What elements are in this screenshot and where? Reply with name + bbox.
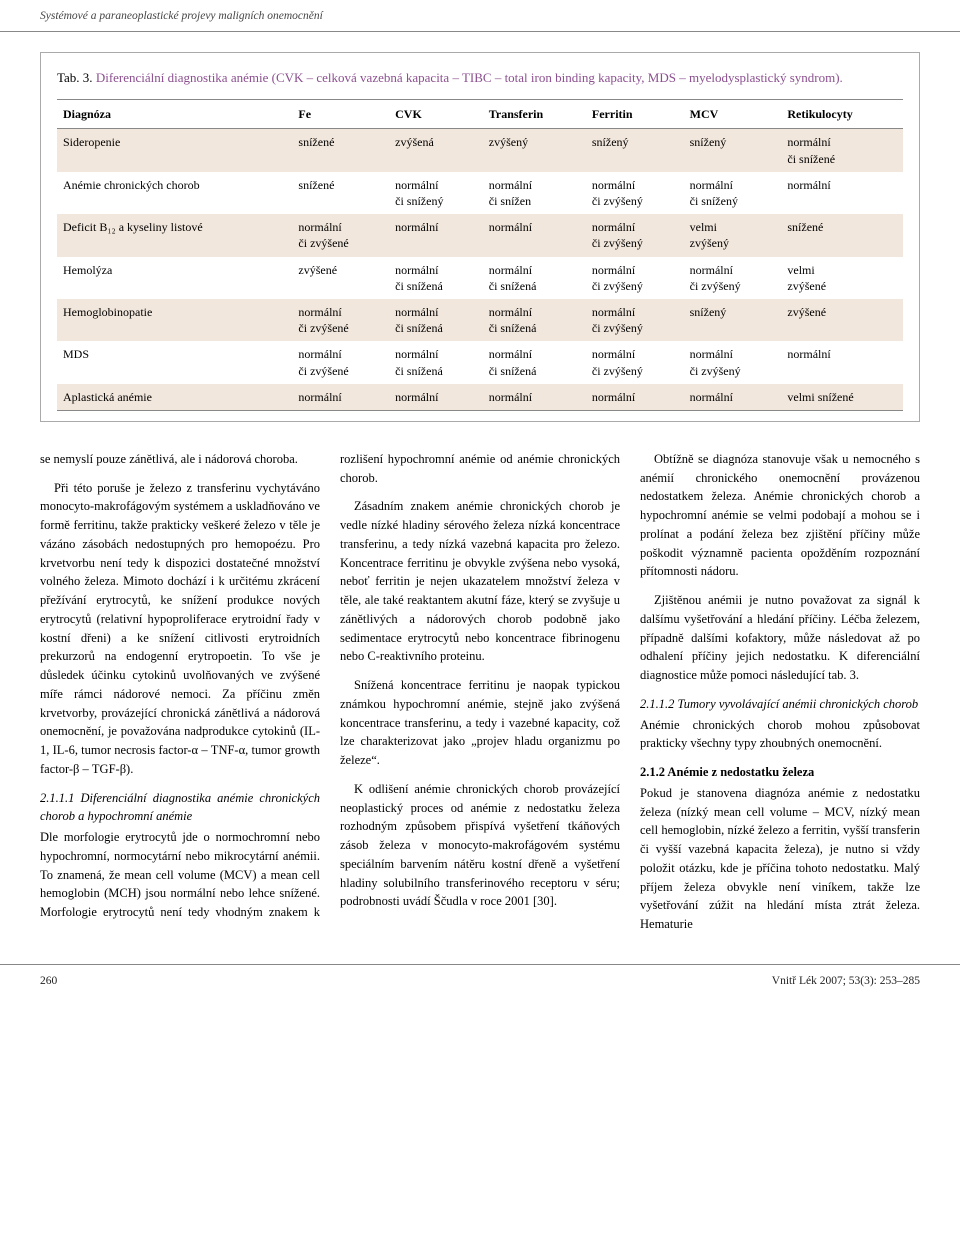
table-cell: MDS [57,341,292,383]
subheading: 2.1.1.1 Diferenciální diagnostika anémie… [40,789,320,827]
table-cell: normálníči snížená [483,299,586,341]
table-cell: normální [781,341,903,383]
table-cell: normální [586,384,684,411]
body-text: Zjištěnou anémii je nutno považovat za s… [640,591,920,685]
table-cell: zvýšené [781,299,903,341]
table-header-cell: CVK [389,100,483,129]
subheading: 2.1.1.2 Tumory vyvolávající anémii chron… [640,695,920,714]
table-cell: zvýšený [483,129,586,172]
table-cell: normálníči snížená [389,299,483,341]
table-header-cell: Ferritin [586,100,684,129]
table-cell: normální [781,172,903,214]
table-cell: normálníči zvýšený [586,257,684,299]
table-cell: normální [389,384,483,411]
table-header-cell: Fe [292,100,389,129]
caption-prefix: Tab. 3. [57,70,96,85]
table-cell: snížený [586,129,684,172]
table-header-cell: Retikulocyty [781,100,903,129]
page-footer: 260 Vnitř Lék 2007; 53(3): 253–285 [0,964,960,998]
table-row: Sideropeniesníženézvýšenázvýšenýsníženýs… [57,129,903,172]
diagnostic-table: DiagnózaFeCVKTransferinFerritinMCVRetiku… [57,99,903,410]
table-cell: normálníči snížené [781,129,903,172]
table-row: Aplastická anémienormálnínormálnínormáln… [57,384,903,411]
table-cell: normální [483,214,586,256]
table-cell: normální [483,384,586,411]
table-cell: normálníči zvýšený [586,299,684,341]
table-cell: snížené [292,129,389,172]
page-number: 260 [40,973,57,990]
table-cell: normálníči snížen [483,172,586,214]
table-row: Anémie chronických chorobsníženénormální… [57,172,903,214]
table-cell: snížené [292,172,389,214]
heading: 2.1.2 Anémie z nedostatku železa [640,763,920,782]
table-cell: normálníči zvýšený [586,172,684,214]
table-cell: snížené [781,214,903,256]
table-header-cell: Transferin [483,100,586,129]
table-cell: snížený [684,299,782,341]
body-text: Obtížně se diagnóza stanovuje však u nem… [640,450,920,581]
table-cell: zvýšené [292,257,389,299]
table-cell: normálníči snížený [389,172,483,214]
body-text: se nemyslí pouze zánětlivá, ale i nádoro… [40,450,320,469]
table-cell: Anémie chronických chorob [57,172,292,214]
table-row: Hemoglobinopatienormálníči zvýšenénormál… [57,299,903,341]
table-cell: Deficit B₁₂ a kyseliny listové [57,214,292,256]
table-body: Sideropeniesníženézvýšenázvýšenýsníženýs… [57,129,903,410]
table-caption: Tab. 3. Diferenciální diagnostika anémie… [57,69,903,87]
table-header-cell: MCV [684,100,782,129]
table-cell: normálníči snížená [389,257,483,299]
table-cell: normálníči zvýšené [292,299,389,341]
table-header-row: DiagnózaFeCVKTransferinFerritinMCVRetiku… [57,100,903,129]
table-cell: normální [292,384,389,411]
table-row: Hemolýzazvýšenénormálníči sníženánormáln… [57,257,903,299]
running-header: Systémové a paraneoplastické projevy mal… [0,0,960,32]
table-cell: normální [684,384,782,411]
body-text: Snížená koncentrace ferritinu je naopak … [340,676,620,770]
table-cell: normálníči zvýšené [292,214,389,256]
journal-citation: Vnitř Lék 2007; 53(3): 253–285 [772,973,920,990]
table-cell: normálníči snížený [684,172,782,214]
table-cell: Aplastická anémie [57,384,292,411]
table-cell: normálníči snížená [483,257,586,299]
body-columns: se nemyslí pouze zánětlivá, ale i nádoro… [40,450,920,934]
table-cell: velmizvýšený [684,214,782,256]
table-cell: zvýšená [389,129,483,172]
table-cell: normální [389,214,483,256]
body-text: Zásadním znakem anémie chronických choro… [340,497,620,666]
table-cell: normálníči zvýšený [586,341,684,383]
running-title: Systémové a paraneoplastické projevy mal… [40,10,323,22]
table-header-cell: Diagnóza [57,100,292,129]
page-content: Tab. 3. Diferenciální diagnostika anémie… [0,32,960,964]
table-cell: normálníči zvýšený [586,214,684,256]
body-text: Pokud je stanovena diagnóza anémie z ned… [640,784,920,934]
table-cell: velmizvýšené [781,257,903,299]
table-cell: Hemoglobinopatie [57,299,292,341]
table-cell: normálníči zvýšené [292,341,389,383]
table-3-box: Tab. 3. Diferenciální diagnostika anémie… [40,52,920,422]
table-cell: normálníči zvýšený [684,341,782,383]
table-cell: normálníči snížená [483,341,586,383]
table-cell: snížený [684,129,782,172]
table-cell: Sideropenie [57,129,292,172]
table-cell: normálníči snížená [389,341,483,383]
body-text: K odlišení anémie chronických chorob pro… [340,780,620,911]
body-text: Anémie chronických chorob mohou způsobov… [640,716,920,754]
caption-main: Diferenciální diagnostika anémie [96,70,269,85]
table-cell: velmi snížené [781,384,903,411]
body-text: Při této poruše je železo z transferinu … [40,479,320,779]
caption-rest: (CVK – celková vazebná kapacita – TIBC –… [268,70,842,85]
table-cell: normálníči zvýšený [684,257,782,299]
table-cell: Hemolýza [57,257,292,299]
table-row: Deficit B₁₂ a kyseliny listovénormálníči… [57,214,903,256]
table-row: MDSnormálníči zvýšenénormálníči sníženán… [57,341,903,383]
